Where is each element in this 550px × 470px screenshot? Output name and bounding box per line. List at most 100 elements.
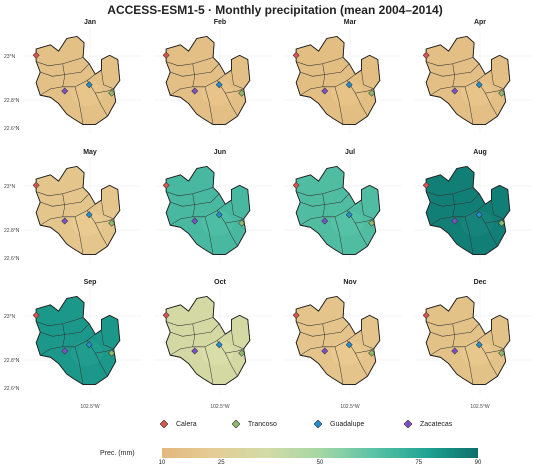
station-marker — [191, 217, 199, 225]
station-marker — [498, 349, 506, 357]
y-tick-label: 23°N — [4, 54, 16, 60]
panel-title: Dec — [474, 279, 487, 286]
panel-title: Jun — [214, 149, 226, 156]
precipitation-region — [35, 35, 121, 126]
y-tick-label: 23°N — [4, 314, 16, 320]
station-marker — [475, 81, 483, 89]
precipitation-region — [425, 35, 511, 126]
station-marker — [498, 219, 506, 227]
station-marker — [292, 51, 300, 59]
station-marker — [162, 51, 170, 59]
legend-item-guadalupe: Guadalupe — [313, 419, 365, 429]
colorbar-tick: 75 — [415, 460, 423, 466]
station-marker — [475, 211, 483, 219]
legend-item-calera: Calera — [159, 419, 197, 429]
station-marker — [422, 311, 430, 319]
station-marker — [422, 51, 430, 59]
map-panel-jun: Jun — [154, 149, 272, 264]
station-marker — [475, 341, 483, 349]
station-marker — [451, 347, 459, 355]
precipitation-region — [295, 35, 381, 126]
panel-title: Sep — [84, 279, 97, 286]
station-marker — [32, 51, 40, 59]
map-panel-dec: Dec 102.5°W — [414, 279, 532, 410]
y-tick-label: 22.8°N — [4, 228, 20, 234]
diamond-icon — [403, 419, 413, 429]
station-marker — [85, 211, 93, 219]
legend-item-zacatecas: Zacatecas — [403, 419, 453, 429]
panel-title: Apr — [474, 19, 486, 26]
diamond-icon — [231, 419, 241, 429]
station-marker — [368, 349, 376, 357]
precipitation-region — [165, 295, 251, 386]
precipitation-region — [295, 295, 381, 386]
x-tick-label: 102.5°W — [340, 404, 360, 410]
precipitation-region — [165, 35, 251, 126]
panel-title: Feb — [214, 19, 226, 26]
x-tick-label: 102.5°W — [80, 404, 100, 410]
panel-title: Oct — [214, 279, 226, 286]
panel-title: Jul — [345, 149, 355, 156]
map-panel-mar: Mar — [284, 19, 402, 134]
station-marker — [238, 219, 246, 227]
map-panel-oct: Oct 102.5°W — [154, 279, 272, 410]
station-marker — [345, 211, 353, 219]
station-marker — [321, 217, 329, 225]
station-marker — [215, 81, 223, 89]
legend-item-trancoso: Trancoso — [231, 419, 277, 429]
station-marker — [162, 181, 170, 189]
station-marker — [32, 181, 40, 189]
panel-title: Mar — [344, 19, 357, 26]
legend-label: Trancoso — [248, 420, 277, 428]
station-marker — [451, 87, 459, 95]
map-panel-apr: Apr — [414, 19, 532, 134]
precipitation-region — [295, 165, 381, 256]
station-marker — [108, 349, 116, 357]
station-marker — [422, 181, 430, 189]
station-marker — [292, 311, 300, 319]
x-tick-label: 102.5°W — [470, 404, 490, 410]
x-tick-label: 102.5°W — [210, 404, 230, 410]
panel-title: Aug — [473, 149, 487, 156]
y-tick-label: 22.8°N — [4, 98, 20, 104]
station-marker — [215, 341, 223, 349]
legend-label: Guadalupe — [330, 420, 365, 428]
map-panel-jan: Jan 23°N 22.8°N 22.6°N — [4, 19, 142, 134]
station-marker — [85, 81, 93, 89]
station-marker — [321, 87, 329, 95]
station-marker — [321, 347, 329, 355]
precipitation-region — [165, 165, 251, 256]
station-marker — [61, 347, 69, 355]
map-panel-aug: Aug — [414, 149, 532, 264]
station-marker — [61, 87, 69, 95]
colorbar-title: Prec. (mm) — [100, 450, 135, 457]
station-marker — [238, 89, 246, 97]
station-marker — [85, 341, 93, 349]
precipitation-region — [425, 295, 511, 386]
y-tick-label: 22.8°N — [4, 358, 20, 364]
precipitation-region — [35, 295, 121, 386]
y-tick-label: 22.6°N — [4, 126, 20, 132]
map-panel-feb: Feb — [154, 19, 272, 134]
station-marker — [108, 89, 116, 97]
station-marker — [345, 341, 353, 349]
colorbar-tick: 25 — [217, 460, 225, 466]
station-marker — [498, 89, 506, 97]
station-marker — [191, 87, 199, 95]
precipitation-region — [35, 165, 121, 256]
precipitation-region — [425, 165, 511, 256]
legend-label: Zacatecas — [420, 420, 453, 428]
map-panel-may: May 23°N 22.8°N 22.6°N — [4, 149, 142, 264]
y-tick-label: 22.6°N — [4, 256, 20, 262]
map-panel-nov: Nov 102.5°W — [284, 279, 402, 410]
map-panel-jul: Jul — [284, 149, 402, 264]
station-marker — [368, 89, 376, 97]
colorbar-tick: 10 — [158, 460, 166, 466]
legend-label: Calera — [176, 420, 197, 428]
colorbar: Prec. (mm) 10 25 50 75 90 — [0, 440, 550, 468]
figure-title: ACCESS-ESM1-5 · Monthly precipitation (m… — [107, 3, 443, 17]
colorbar-tick: 90 — [474, 460, 482, 466]
station-marker — [215, 211, 223, 219]
station-marker — [292, 181, 300, 189]
station-marker — [191, 347, 199, 355]
